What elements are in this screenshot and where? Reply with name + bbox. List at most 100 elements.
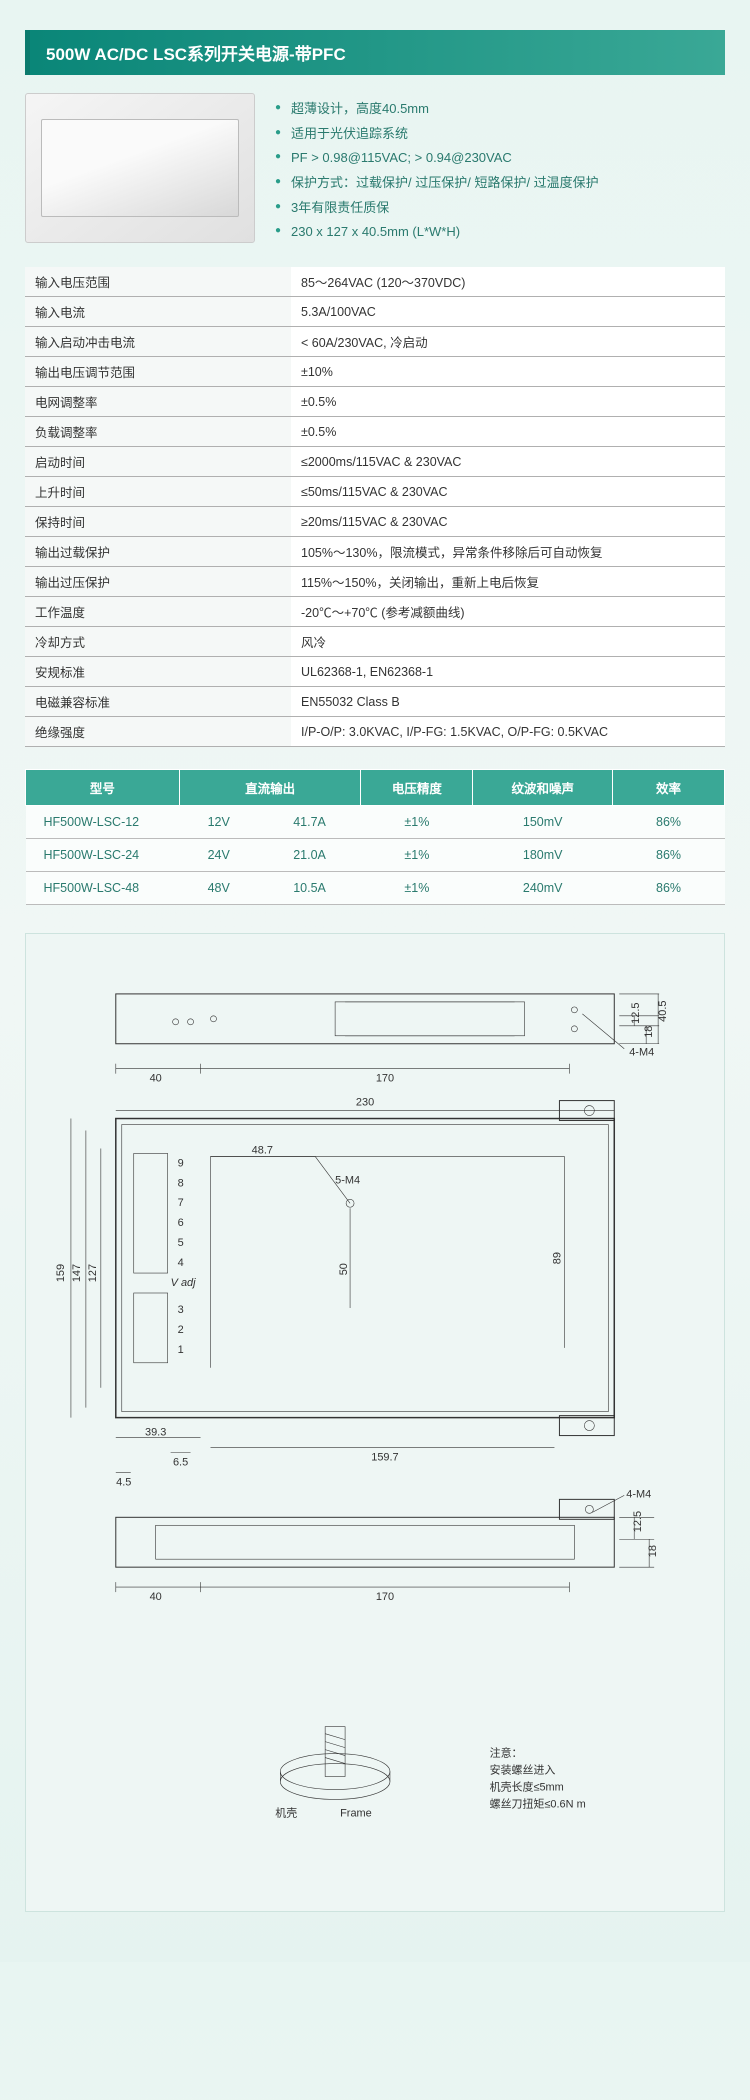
spec-row: 负载调整率±0.5% [25,417,725,447]
spec-label: 负载调整率 [25,417,291,447]
spec-label: 工作温度 [25,597,291,627]
spec-label: 启动时间 [25,447,291,477]
dim-18b: 18 [647,1545,659,1557]
vadj: V adj [171,1277,197,1289]
spec-label: 输入电流 [25,297,291,327]
case-label: 机壳 [275,1806,297,1820]
dim-4m4: 4-M4 [629,1047,654,1059]
model-table: 型号 直流输出 电压精度 纹波和噪声 效率 HF500W-LSC-1212V41… [25,769,725,905]
spec-value: ±0.5% [291,417,725,447]
dimensional-drawing: 40 170 4-M4 12.5 18 40.5 230 [46,964,704,1881]
model-cell: HF500W-LSC-12 [26,806,180,839]
spec-row: 输入电压范围85～264VAC (120～370VDC) [25,267,725,297]
spec-label: 输出过载保护 [25,537,291,567]
spec-value: ≤2000ms/115VAC & 230VAC [291,447,725,477]
dim-159.7: 159.7 [371,1452,398,1464]
col-accuracy: 电压精度 [361,770,473,806]
feature-item: 3年有限责任质保 [275,196,725,221]
product-image [25,93,255,243]
model-cell: ±1% [361,872,473,905]
spec-value: 85～264VAC (120～370VDC) [291,267,725,297]
dim-39.3: 39.3 [145,1427,166,1439]
spec-row: 电网调整率±0.5% [25,387,725,417]
dim-147: 147 [71,1264,83,1282]
model-cell: 24V [179,839,258,872]
feature-item: 超薄设计，高度40.5mm [275,97,725,122]
model-cell: 41.7A [258,806,361,839]
page-title: 500W AC/DC LSC系列开关电源-带PFC [25,30,725,75]
dim-230: 230 [356,1097,374,1109]
spec-label: 输入启动冲击电流 [25,327,291,357]
spec-value: ≥20ms/115VAC & 230VAC [291,507,725,537]
model-row: HF500W-LSC-2424V21.0A±1%180mV86% [26,839,725,872]
dim-4.5: 4.5 [116,1477,131,1489]
dim-50: 50 [338,1263,350,1275]
dim-12.5: 12.5 [630,1003,642,1024]
tech-drawing-box: 40 170 4-M4 12.5 18 40.5 230 [25,933,725,1912]
model-cell: ±1% [361,839,473,872]
dim-127: 127 [87,1264,99,1282]
spec-label: 输入电压范围 [25,267,291,297]
dim-18: 18 [643,1026,655,1038]
spec-label: 安规标准 [25,657,291,687]
spec-row: 输出电压调节范围±10% [25,357,725,387]
note-title: 注意： [490,1746,523,1760]
dim-48.7: 48.7 [252,1145,273,1157]
spec-value: ±10% [291,357,725,387]
spec-row: 输入启动冲击电流< 60A/230VAC, 冷启动 [25,327,725,357]
spec-label: 电网调整率 [25,387,291,417]
feature-item: 适用于光伏追踪系统 [275,122,725,147]
note-line: 螺丝刀扭矩≤0.6N m [490,1797,586,1811]
dim-40.5: 40.5 [657,1001,669,1022]
model-cell: 21.0A [258,839,361,872]
note-line: 机壳长度≤5mm [490,1780,564,1794]
model-cell: 12V [179,806,258,839]
spec-value: < 60A/230VAC, 冷启动 [291,327,725,357]
model-cell: ±1% [361,806,473,839]
feature-item: 保护方式：过载保护/ 过压保护/ 短路保护/ 过温度保护 [275,171,725,196]
term-9: 9 [178,1158,184,1170]
model-row: HF500W-LSC-1212V41.7A±1%150mV86% [26,806,725,839]
feature-item: 230 x 127 x 40.5mm (L*W*H) [275,220,725,245]
model-cell: 240mV [473,872,613,905]
spec-row: 输出过载保护105%～130%，限流模式，异常条件移除后可自动恢复 [25,537,725,567]
spec-row: 保持时间≥20ms/115VAC & 230VAC [25,507,725,537]
term-3: 3 [178,1304,184,1316]
spec-value: 105%～130%，限流模式，异常条件移除后可自动恢复 [291,537,725,567]
dim-40: 40 [150,1073,162,1085]
model-cell: HF500W-LSC-24 [26,839,180,872]
spec-value: -20℃～+70℃ (参考减额曲线) [291,597,725,627]
dim-159: 159 [55,1264,67,1282]
model-cell: 180mV [473,839,613,872]
term-2: 2 [178,1324,184,1336]
model-cell: HF500W-LSC-48 [26,872,180,905]
datasheet-page: 500W AC/DC LSC系列开关电源-带PFC 超薄设计，高度40.5mm … [0,0,750,1962]
spec-label: 电磁兼容标准 [25,687,291,717]
col-output: 直流输出 [179,770,361,806]
model-cell: 86% [613,806,725,839]
note-line: 安装螺丝进入 [490,1763,556,1777]
dim-12.5b: 12.5 [632,1511,644,1532]
spec-value: I/P-O/P: 3.0KVAC, I/P-FG: 1.5KVAC, O/P-F… [291,717,725,747]
spec-row: 绝缘强度I/P-O/P: 3.0KVAC, I/P-FG: 1.5KVAC, O… [25,717,725,747]
spec-value: 5.3A/100VAC [291,297,725,327]
term-5: 5 [178,1237,184,1249]
term-4: 4 [178,1257,184,1269]
dim-89: 89 [551,1252,563,1264]
frame-label: Frame [340,1808,372,1820]
spec-row: 工作温度-20℃～+70℃ (参考减额曲线) [25,597,725,627]
spec-label: 输出电压调节范围 [25,357,291,387]
spec-row: 启动时间≤2000ms/115VAC & 230VAC [25,447,725,477]
spec-label: 保持时间 [25,507,291,537]
model-row: HF500W-LSC-4848V10.5A±1%240mV86% [26,872,725,905]
model-cell: 86% [613,839,725,872]
dim-5m4: 5-M4 [335,1174,360,1186]
spec-value: 风冷 [291,627,725,657]
term-8: 8 [178,1177,184,1189]
term-1: 1 [178,1344,184,1356]
dim-40b: 40 [150,1591,162,1603]
spec-label: 上升时间 [25,477,291,507]
model-cell: 150mV [473,806,613,839]
spec-row: 安规标准UL62368-1, EN62368-1 [25,657,725,687]
col-eff: 效率 [613,770,725,806]
